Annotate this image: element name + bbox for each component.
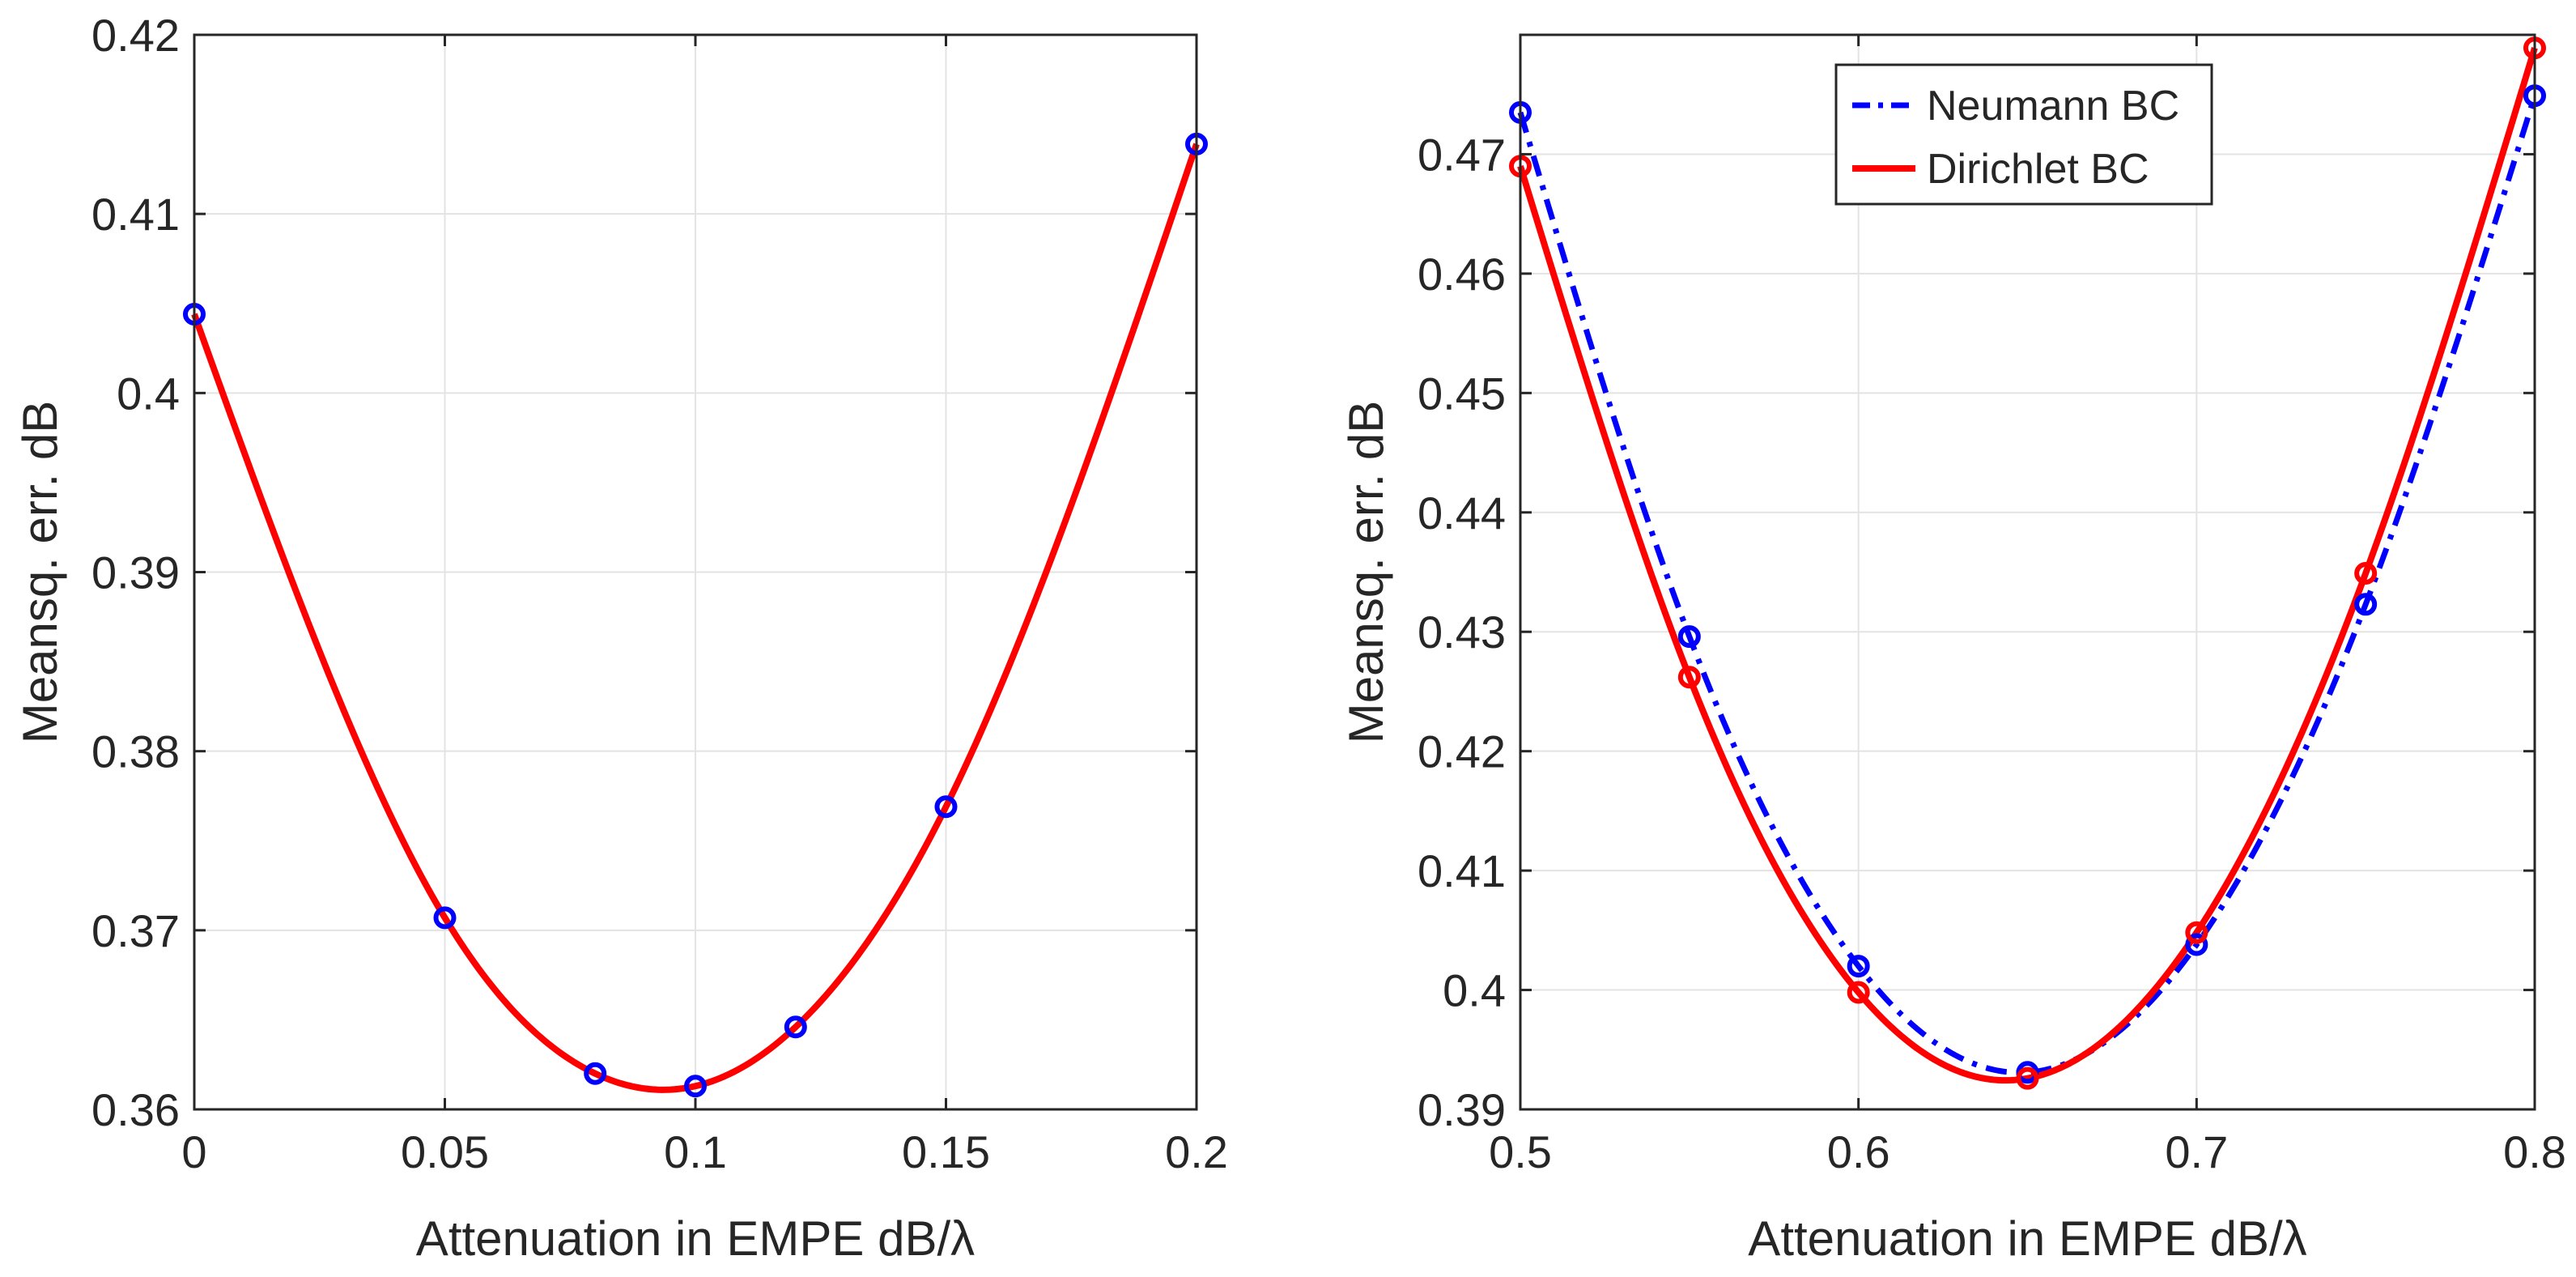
data-point — [2354, 593, 2378, 616]
y-tick-label: 0.45 — [1418, 368, 1506, 419]
data-point — [2354, 561, 2378, 585]
data-point — [2185, 921, 2208, 944]
series-line-neumann-bc — [1517, 95, 2538, 1076]
data-point — [2185, 933, 2208, 956]
series-lines — [1517, 47, 2538, 1084]
chart-right: 0.5 0.6 0.7 0.8 0.39 0.4 0.41 0.42 0.43 0.44 0.45 0… — [1339, 33, 2566, 1266]
y-tick-label: 0.39 — [91, 547, 180, 598]
data-point — [1677, 666, 1701, 689]
y-tick-label: 0.46 — [1418, 249, 1506, 300]
x-tick-label: 0.6 — [1827, 1126, 1890, 1177]
legend-label: Dirichlet BC — [1927, 146, 2149, 193]
legend-box — [1834, 63, 2213, 206]
x-tick-label: 0.8 — [2503, 1126, 2566, 1177]
data-point — [1847, 981, 1870, 1004]
y-tick-label: 0.43 — [1418, 607, 1506, 658]
x-tick-label: 0.05 — [401, 1126, 489, 1177]
series-line-dirichlet-bc — [1517, 47, 2538, 1084]
y-tick-label: 0.36 — [91, 1084, 180, 1135]
y-axis-label: Meansq. err. dB — [13, 401, 67, 744]
x-axis-label: Attenuation in EMPE dB/λ — [1748, 1211, 2306, 1266]
y-tick-label: 0.39 — [1418, 1084, 1506, 1135]
data-point — [1677, 625, 1701, 649]
x-tick-label: 0.15 — [902, 1126, 990, 1177]
data-point — [684, 1075, 707, 1098]
data-point — [934, 795, 958, 819]
y-tick-label: 0.47 — [1418, 129, 1506, 180]
y-tick-label: 0.4 — [1443, 965, 1506, 1016]
y-tick-label: 0.4 — [117, 368, 180, 419]
y-tick-label: 0.37 — [91, 905, 180, 956]
y-axis-label: Meansq. err. dB — [1339, 401, 1393, 744]
legend-label: Neumann BC — [1927, 83, 2179, 130]
series-lines — [191, 143, 1200, 1093]
y-tick-label: 0.44 — [1418, 487, 1506, 538]
data-point — [433, 906, 457, 930]
chart-left: 0 0.05 0.1 0.15 0.2 0.36 0.37 0.38 0.39 0.4 0.41 0.… — [13, 10, 1228, 1266]
x-tick-label: 0.5 — [1489, 1126, 1552, 1177]
data-point — [2016, 1066, 2039, 1090]
y-tick-label: 0.42 — [91, 10, 180, 61]
legend: Neumann BC Dirichlet BC — [1834, 63, 2213, 206]
y-tick-label: 0.42 — [1418, 726, 1506, 777]
x-axis-label: Attenuation in EMPE dB/λ — [416, 1211, 975, 1266]
y-tick-label: 0.38 — [91, 726, 180, 777]
x-tick-label: 0.7 — [2165, 1126, 2228, 1177]
y-tick-label: 0.41 — [1418, 845, 1506, 896]
x-tick-label: 0.2 — [1165, 1126, 1228, 1177]
axes-box — [1519, 33, 2536, 1111]
series-line-0 — [191, 143, 1200, 1093]
x-tick-label: 0 — [181, 1126, 206, 1177]
y-tick-label: 0.41 — [91, 189, 180, 240]
data-point — [1847, 955, 1870, 978]
data-point — [784, 1015, 807, 1039]
data-point — [584, 1062, 607, 1085]
x-tick-label: 0.1 — [664, 1126, 727, 1177]
